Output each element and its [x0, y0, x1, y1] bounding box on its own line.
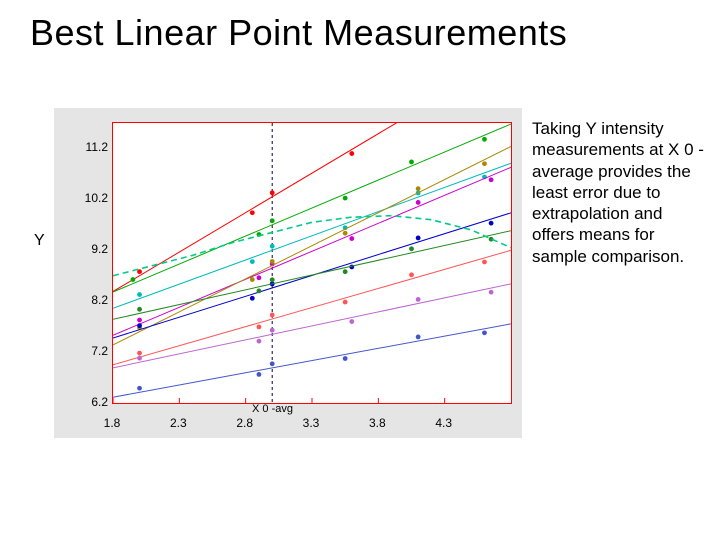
y-axis-label: Y	[34, 232, 45, 250]
x-tick-label: 3.8	[369, 416, 386, 430]
slide: Best Linear Point Measurements Taking Y …	[0, 0, 720, 540]
y-tick-label: 11.2	[78, 140, 108, 154]
chart-container: 6.0 + 5.9/(1+exp(1.19*(1.0 - x))) 6.27.2…	[54, 108, 522, 438]
x-tick-label: 3.3	[303, 416, 320, 430]
chart-svg	[113, 123, 511, 403]
plot-area	[112, 122, 512, 404]
y-tick-label: 8.2	[78, 293, 108, 307]
y-tick-label: 6.2	[78, 395, 108, 409]
y-tick-label: 7.2	[78, 344, 108, 358]
caption-text: Taking Y intensity measurements at X 0 -…	[532, 118, 707, 267]
x-tick-label: 1.8	[104, 416, 121, 430]
page-title: Best Linear Point Measurements	[30, 12, 710, 54]
x-tick-label: 2.3	[170, 416, 187, 430]
x-avg-label: X 0 -avg	[252, 403, 293, 415]
y-tick-label: 10.2	[78, 191, 108, 205]
x-tick-label: 2.8	[236, 416, 253, 430]
x-tick-label: 4.3	[435, 416, 452, 430]
y-tick-label: 9.2	[78, 242, 108, 256]
